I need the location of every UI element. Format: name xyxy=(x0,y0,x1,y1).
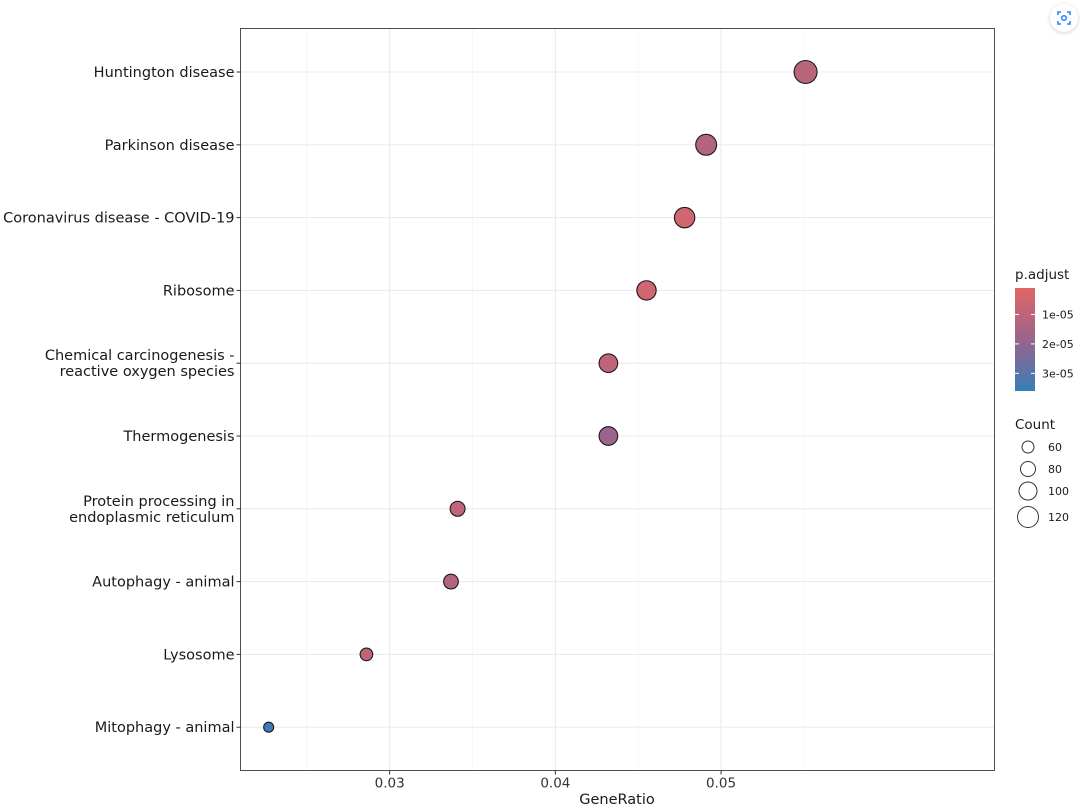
data-point xyxy=(636,280,657,301)
y-tick-label: reactive oxygen species xyxy=(60,364,235,380)
y-tick-label: Autophagy - animal xyxy=(92,575,234,591)
y-tick-label: Mitophagy - animal xyxy=(95,720,235,736)
y-tick-label: Parkinson disease xyxy=(105,138,235,154)
size-legend-key xyxy=(1017,506,1039,528)
data-point xyxy=(359,647,374,662)
y-tick-label: Coronavirus disease - COVID-19 xyxy=(3,211,234,227)
data-point xyxy=(443,573,459,590)
color-legend-label: 2e-05 xyxy=(1042,338,1074,351)
y-tick-label: Ribosome xyxy=(163,283,235,299)
x-axis-title: GeneRatio xyxy=(579,792,655,808)
y-tick-label: Protein processing in xyxy=(83,494,234,510)
x-axis: 0.03 0.04 0.05 xyxy=(375,770,736,792)
data-point xyxy=(598,426,619,446)
screenshot-icon xyxy=(1057,11,1071,25)
data-point xyxy=(598,353,619,374)
y-tick-label: endoplasmic reticulum xyxy=(69,510,234,526)
size-legend-label: 100 xyxy=(1048,485,1069,498)
x-tick-label: 0.04 xyxy=(540,776,570,792)
data-point xyxy=(793,59,818,85)
y-tick-label: Huntington disease xyxy=(94,65,235,81)
size-legend-label: 60 xyxy=(1048,441,1062,454)
y-tick-label: Lysosome xyxy=(163,647,234,663)
size-legend-key xyxy=(1020,461,1036,477)
data-point xyxy=(673,206,696,229)
size-legend-title: Count xyxy=(1015,417,1055,433)
size-legend-key xyxy=(1021,440,1035,454)
plot-panel xyxy=(240,28,995,771)
grid xyxy=(240,28,995,771)
color-bar xyxy=(1015,288,1035,391)
size-legend-label: 120 xyxy=(1048,511,1069,524)
y-axis: Huntington disease Parkinson disease Coron… xyxy=(3,65,241,736)
color-legend-title: p.adjust xyxy=(1015,267,1069,283)
color-legend-label: 3e-05 xyxy=(1042,367,1074,380)
y-tick-label: Chemical carcinogenesis - xyxy=(45,348,235,364)
size-legend: Count 60 80 100 120 xyxy=(1015,417,1069,528)
color-legend: p.adjust 1e-05 2e-05 3e-05 xyxy=(1015,267,1074,391)
points xyxy=(263,59,818,733)
size-legend-label: 80 xyxy=(1048,463,1062,476)
x-tick-label: 0.05 xyxy=(706,776,736,792)
y-tick-label: Thermogenesis xyxy=(122,429,234,445)
size-legend-key xyxy=(1018,481,1038,501)
data-point xyxy=(263,721,275,733)
data-point xyxy=(449,500,466,517)
screenshot-button[interactable] xyxy=(1050,4,1078,32)
color-legend-label: 1e-05 xyxy=(1042,308,1074,321)
x-tick-label: 0.03 xyxy=(375,776,405,792)
data-point xyxy=(695,133,718,156)
